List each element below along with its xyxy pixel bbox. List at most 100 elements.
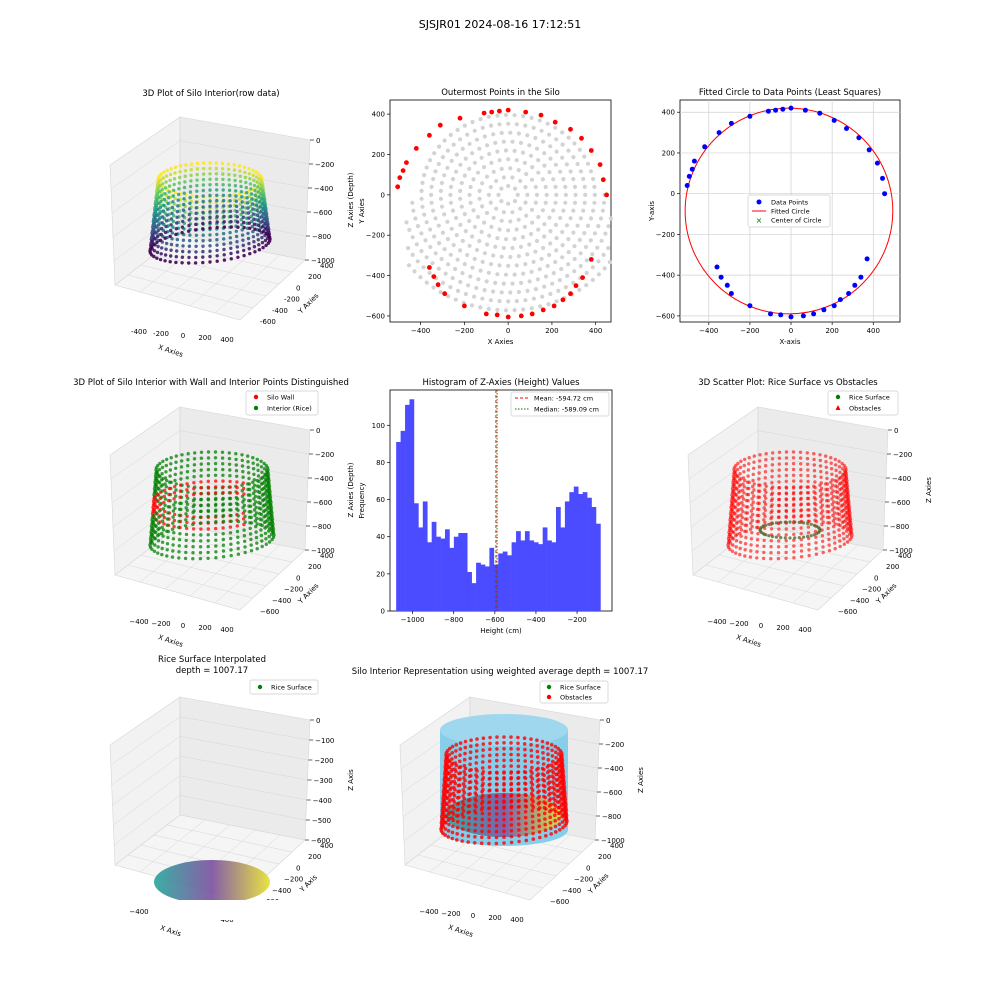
point — [254, 511, 259, 515]
point — [235, 480, 239, 484]
point — [784, 514, 788, 519]
point — [468, 756, 473, 761]
hist-bar — [533, 542, 539, 611]
point — [188, 190, 193, 194]
point — [517, 828, 521, 832]
point — [232, 163, 236, 167]
rice-point — [770, 534, 775, 539]
point — [509, 741, 513, 745]
point — [155, 492, 160, 497]
point — [839, 487, 843, 491]
point — [744, 498, 749, 503]
point — [730, 513, 734, 518]
outer-point — [404, 160, 409, 166]
point — [814, 514, 818, 518]
point — [447, 753, 452, 757]
gray-point — [423, 238, 428, 243]
point — [264, 537, 268, 541]
point — [150, 239, 155, 243]
point — [537, 830, 542, 834]
point — [481, 760, 485, 764]
gray-point — [419, 248, 424, 254]
point — [263, 508, 267, 513]
point — [191, 510, 195, 515]
point — [236, 514, 240, 518]
point — [524, 793, 528, 798]
hist-bar — [405, 404, 410, 611]
rice-point — [815, 532, 819, 536]
point — [739, 513, 743, 517]
point — [183, 524, 188, 528]
point — [452, 779, 457, 784]
point — [263, 238, 268, 243]
point — [160, 188, 164, 192]
point — [746, 474, 750, 478]
gray-point — [524, 171, 529, 177]
point — [531, 825, 535, 830]
point — [799, 462, 803, 466]
point — [737, 484, 741, 488]
point — [516, 741, 520, 746]
point — [162, 170, 166, 174]
point — [236, 552, 241, 556]
point — [542, 767, 546, 772]
point — [199, 486, 203, 490]
gray-point — [536, 214, 541, 220]
gray-point — [514, 122, 519, 127]
point — [835, 479, 839, 484]
point — [799, 502, 803, 506]
point — [454, 743, 459, 747]
point — [172, 503, 176, 507]
point — [220, 450, 225, 454]
point — [202, 161, 206, 165]
point — [536, 777, 541, 782]
gray-point — [582, 154, 587, 159]
gray-point — [596, 259, 601, 264]
gray-point — [487, 233, 492, 238]
outer-point — [413, 146, 419, 151]
gray-point — [429, 184, 434, 189]
point — [741, 488, 745, 492]
point — [256, 185, 260, 189]
point — [180, 225, 185, 229]
gray-point — [424, 280, 429, 285]
point — [169, 456, 173, 460]
point — [824, 460, 828, 464]
gray-point — [596, 224, 601, 229]
gray-point — [561, 208, 566, 213]
point — [777, 527, 781, 531]
point — [155, 207, 160, 211]
point — [842, 542, 846, 546]
point — [544, 807, 548, 811]
gray-point — [441, 280, 446, 285]
hist-bar — [587, 497, 592, 611]
point — [262, 497, 266, 502]
point — [256, 233, 260, 237]
point — [238, 169, 242, 173]
grid-line — [140, 264, 267, 297]
gray-point — [536, 227, 541, 232]
point — [238, 202, 242, 206]
point — [255, 208, 259, 213]
point — [455, 832, 460, 836]
gray-point — [440, 155, 445, 160]
gray-point — [510, 139, 515, 144]
point — [844, 505, 848, 509]
point — [450, 810, 455, 814]
point — [831, 494, 836, 499]
data-point — [773, 107, 779, 113]
point — [833, 457, 837, 462]
point — [845, 482, 849, 486]
point — [248, 182, 253, 186]
z-tick-label: −400 — [313, 797, 332, 805]
point — [820, 498, 824, 502]
gray-point — [607, 260, 613, 265]
y-tick-label: 0 — [874, 574, 878, 582]
point — [215, 248, 219, 253]
point — [744, 511, 748, 515]
gray-point — [506, 121, 511, 126]
point — [174, 255, 178, 259]
point — [777, 533, 781, 537]
point — [806, 491, 811, 495]
point — [830, 497, 834, 501]
